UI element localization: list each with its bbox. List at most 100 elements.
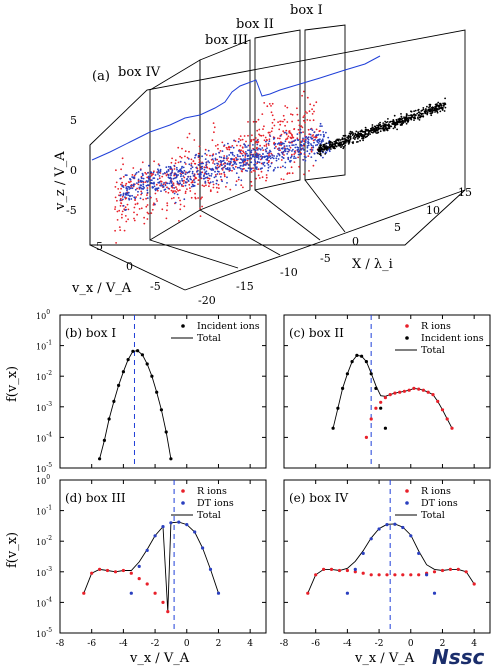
dt-ion-point <box>182 172 185 174</box>
dt-ion-point <box>158 164 161 167</box>
r-ion-point <box>174 159 177 162</box>
dt-ion-point <box>233 168 236 171</box>
incident-ion-point <box>421 112 423 115</box>
dt-ion-point <box>179 180 181 182</box>
dt-ion-point <box>266 162 269 165</box>
dt-ion-point <box>139 169 142 171</box>
dt-ion-point <box>292 148 294 151</box>
r-ion-point <box>146 187 149 189</box>
dt-ion-point <box>126 188 129 190</box>
dt-ion-point <box>300 148 303 151</box>
panel-title: (b) box I <box>65 326 116 340</box>
box-iii-frame <box>199 39 251 211</box>
r-ion-point <box>115 181 118 184</box>
dt-ion-point <box>199 162 201 165</box>
r-ion-point <box>232 158 235 161</box>
dt-ion-point <box>258 153 261 156</box>
dt-ion-point <box>168 182 171 185</box>
r-ion-point <box>302 119 305 122</box>
y-tick-label: 10-5 <box>36 462 52 474</box>
incident-ion-point <box>357 137 359 140</box>
incident-ion-point <box>341 138 344 140</box>
r-ion-point <box>249 144 251 147</box>
dt-ion-point <box>203 177 206 180</box>
r-ion-point <box>121 213 123 216</box>
dt-ion-point <box>232 166 235 169</box>
r-ion-point <box>239 135 242 138</box>
dt-ion-point <box>240 164 242 167</box>
dt-ion-point <box>247 158 250 160</box>
incident-ion-point <box>384 120 386 123</box>
r-ion-point <box>302 144 305 147</box>
dt-ion-point <box>316 143 319 146</box>
dt-ion-point <box>193 181 196 184</box>
data-point <box>314 573 318 577</box>
data-point <box>331 426 335 430</box>
r-ion-point <box>313 136 315 139</box>
incident-ion-point <box>418 113 420 116</box>
x-tick-m20: -20 <box>198 294 216 307</box>
dt-ion-point <box>194 154 197 157</box>
dt-ion-point <box>179 182 182 185</box>
r-ion-point <box>201 205 204 208</box>
r-ion-point <box>265 174 268 176</box>
r-ion-point <box>302 138 304 141</box>
r-ion-point <box>226 148 229 151</box>
dt-ion-point <box>310 144 313 147</box>
data-point <box>169 457 173 461</box>
data-point <box>361 551 365 556</box>
dt-ion-point <box>129 187 132 190</box>
r-ion-point <box>124 197 127 200</box>
dt-ion-point <box>244 164 247 166</box>
incident-ion-point <box>408 114 410 117</box>
r-ion-point <box>126 203 129 206</box>
box-ii-frame <box>254 29 301 191</box>
dt-ion-point <box>147 172 149 174</box>
r-ion-point <box>179 172 182 175</box>
r-ion-point <box>234 165 237 168</box>
dt-ion-point <box>247 149 249 152</box>
incident-ion-point <box>331 141 333 144</box>
r-ion-point <box>136 213 139 216</box>
dt-ion-point <box>237 155 239 158</box>
r-ion-point <box>207 181 210 184</box>
r-ion-point <box>121 210 124 213</box>
r-ion-point <box>197 197 200 199</box>
r-ion-point <box>145 205 148 208</box>
data-point <box>409 534 413 538</box>
dt-ion-point <box>122 198 124 201</box>
dt-ion-point <box>150 171 152 174</box>
dt-ion-point <box>300 141 303 143</box>
r-ion-point <box>293 153 296 156</box>
dt-ion-point <box>181 165 184 168</box>
r-ion-point <box>172 182 175 185</box>
dt-ion-point <box>275 159 278 162</box>
incident-ion-point <box>403 116 405 119</box>
r-ion-point <box>155 198 158 200</box>
incident-ion-point <box>319 149 322 152</box>
dt-ion-point <box>187 180 190 183</box>
incident-ion-point <box>378 123 380 125</box>
data-point <box>364 360 368 364</box>
r-ion-point <box>118 209 121 212</box>
r-ion-point <box>289 146 292 149</box>
r-ion-point <box>196 173 199 176</box>
dt-ion-point <box>236 166 239 169</box>
dt-ion-point <box>187 176 189 178</box>
dt-ion-point <box>239 150 242 153</box>
data-point <box>364 435 368 439</box>
dt-ion-point <box>255 156 258 159</box>
data-point <box>113 570 118 574</box>
dt-ion-point <box>220 160 223 163</box>
dt-ion-point <box>314 159 317 162</box>
dt-ion-point <box>119 199 122 202</box>
dt-ion-point <box>304 141 307 144</box>
dt-ion-point <box>153 182 156 185</box>
r-ion-point <box>312 139 315 142</box>
r-ion-point <box>296 113 299 116</box>
dt-ion-point <box>291 140 294 143</box>
r-ion-point <box>233 159 236 162</box>
r-ion-point <box>201 184 204 187</box>
r-ion-point <box>201 171 204 174</box>
dt-ion-point <box>289 160 292 163</box>
